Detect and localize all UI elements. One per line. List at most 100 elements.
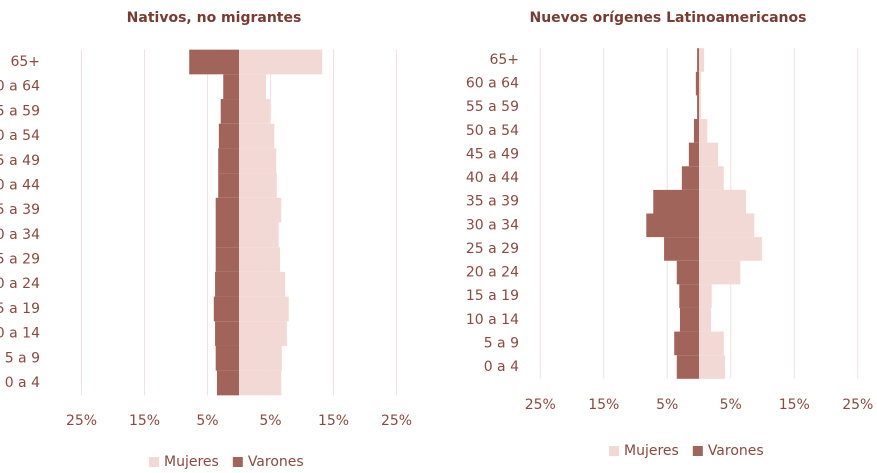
y-tick-label: 10 a 14: [466, 312, 519, 328]
bar: [239, 74, 267, 100]
chart-title: Nuevos orígenes Latinoamericanos: [530, 10, 807, 26]
y-tick-label: 40 a 44: [0, 177, 40, 193]
legend-label: Mujeres: [164, 454, 219, 469]
bar: [239, 296, 289, 322]
bar: [239, 123, 275, 149]
x-tick-label: 25%: [842, 397, 873, 413]
y-tick-label: 5 a 9: [484, 335, 519, 351]
x-tick-label: 25%: [381, 413, 412, 429]
legend-swatch: [232, 457, 243, 467]
bar: [699, 284, 712, 308]
x-tick-label: 15%: [318, 413, 349, 429]
y-tick-label: 60 a 64: [466, 76, 519, 92]
bar: [239, 148, 277, 174]
x-tick-label: 15%: [779, 397, 810, 413]
y-tick-label: 35 a 39: [466, 194, 519, 210]
bar: [223, 74, 239, 100]
y-tick-label: 50 a 54: [0, 128, 40, 144]
bar: [679, 284, 699, 308]
legend-label: Mujeres: [624, 443, 679, 459]
legend-label: Varones: [708, 443, 764, 459]
bar: [676, 355, 699, 379]
y-tick-label: 15 a 19: [0, 301, 40, 317]
legend-swatch: [609, 446, 619, 456]
bar: [239, 222, 279, 248]
bar: [218, 148, 239, 174]
y-tick-label: 45 a 49: [466, 146, 519, 162]
bar: [699, 48, 705, 72]
x-tick-label: 5%: [656, 397, 678, 413]
y-tick-label: 40 a 44: [466, 170, 519, 186]
y-tick-label: 15 a 19: [466, 288, 519, 304]
bar: [215, 345, 239, 371]
x-tick-label: 5%: [196, 413, 218, 429]
x-tick-label: 15%: [129, 413, 160, 429]
y-tick-label: 50 a 54: [466, 123, 519, 139]
y-tick-label: 20 a 24: [0, 276, 40, 292]
bar: [215, 271, 239, 297]
bar: [218, 173, 239, 198]
y-tick-label: 25 a 29: [0, 252, 40, 268]
y-tick-label: 25 a 29: [466, 241, 519, 257]
bar: [699, 331, 724, 356]
bar: [215, 247, 239, 272]
bar: [239, 321, 287, 346]
legend-label: Varones: [248, 454, 304, 469]
bar: [699, 355, 726, 379]
bar: [699, 71, 701, 96]
bar: [239, 370, 282, 396]
bar: [213, 296, 239, 322]
bar: [220, 99, 239, 124]
chart-title: Nativos, no migrantes: [127, 10, 302, 26]
y-tick-label: 65+: [10, 54, 40, 70]
bar: [239, 247, 280, 272]
bar: [699, 237, 762, 261]
y-tick-label: 55 a 59: [0, 103, 40, 119]
bar: [699, 95, 701, 120]
bar: [218, 123, 239, 149]
bar: [216, 370, 239, 396]
bar: [653, 189, 699, 214]
y-tick-label: 5 a 9: [5, 350, 40, 366]
bar: [646, 213, 699, 238]
bar: [679, 307, 699, 332]
bar: [697, 95, 699, 120]
x-tick-label: 25%: [525, 397, 556, 413]
x-tick-label: 15%: [588, 397, 619, 413]
bar: [239, 173, 277, 198]
bar: [699, 166, 724, 190]
legend-swatch: [692, 446, 703, 456]
bar: [664, 237, 699, 261]
bar: [699, 119, 708, 143]
y-tick-label: 45 a 49: [0, 153, 40, 169]
bar: [699, 189, 746, 214]
legend-swatch: [149, 457, 159, 467]
bar: [239, 49, 323, 75]
bar: [215, 197, 239, 223]
bar: [189, 49, 239, 75]
x-tick-label: 5%: [259, 413, 281, 429]
y-tick-label: 30 a 34: [0, 227, 40, 243]
bar: [695, 71, 699, 96]
y-tick-label: 35 a 39: [0, 202, 40, 218]
bar: [699, 213, 755, 238]
bar: [693, 119, 699, 143]
bar: [215, 321, 239, 346]
y-tick-label: 20 a 24: [466, 265, 519, 281]
y-tick-label: 10 a 14: [0, 326, 40, 342]
y-tick-label: 55 a 59: [466, 99, 519, 115]
y-tick-label: 0 a 4: [484, 359, 519, 375]
x-tick-label: 25%: [66, 413, 97, 429]
y-tick-label: 0 a 4: [5, 375, 40, 391]
bar: [676, 260, 699, 285]
y-tick-label: 30 a 34: [466, 217, 519, 233]
bar: [688, 142, 699, 167]
y-tick-label: 60 a 64: [0, 79, 40, 95]
bar: [239, 345, 282, 371]
x-tick-label: 5%: [720, 397, 742, 413]
bar: [239, 99, 270, 124]
bar: [697, 48, 699, 72]
bar: [681, 166, 699, 190]
bar: [699, 142, 719, 167]
